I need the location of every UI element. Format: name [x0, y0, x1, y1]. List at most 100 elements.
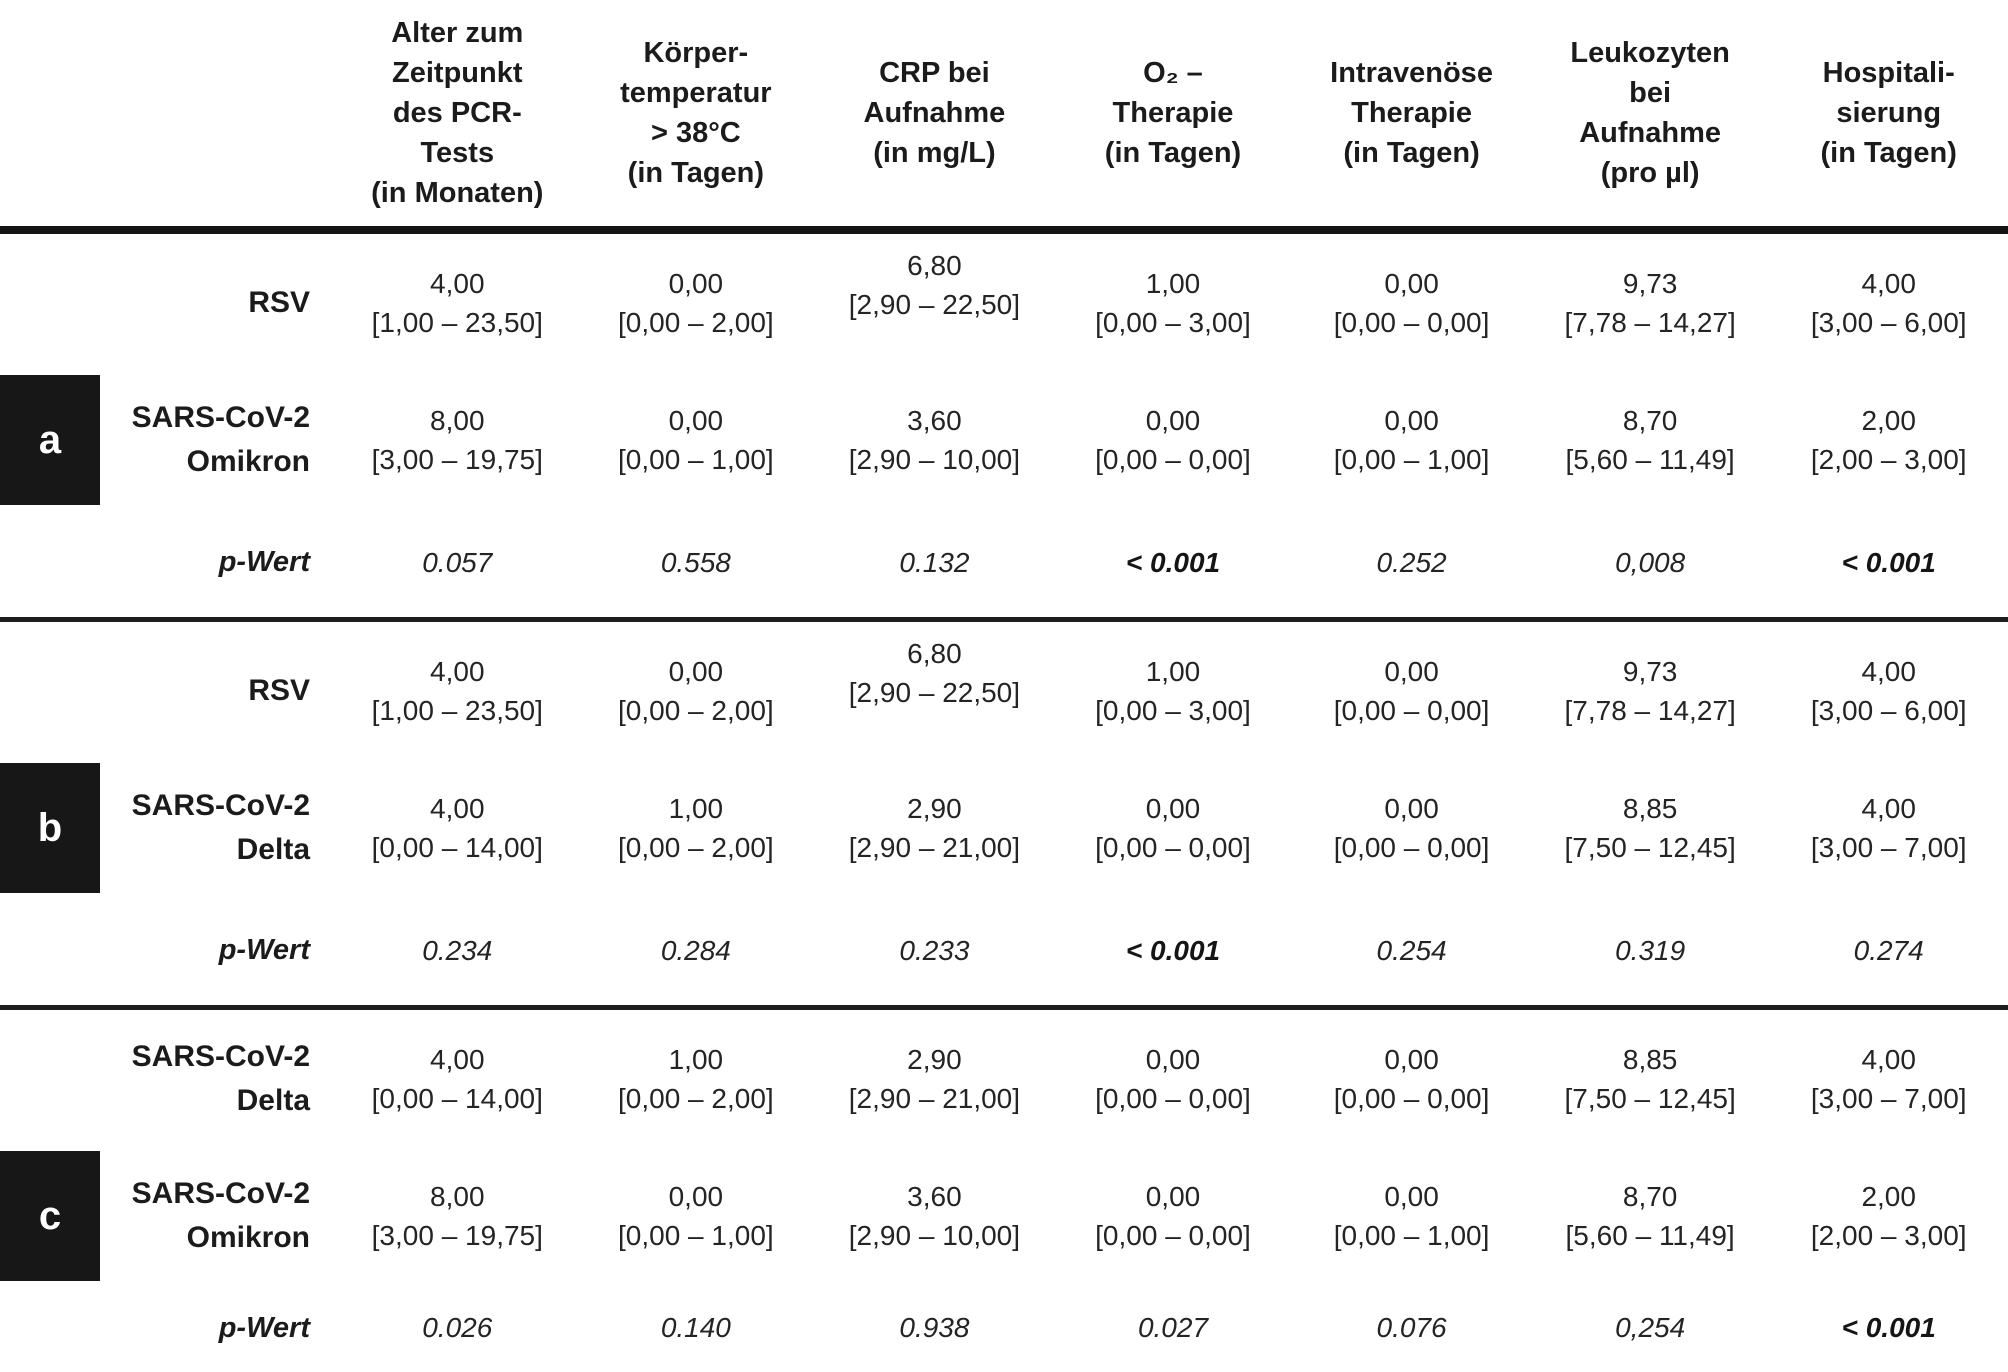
iqr-range: [1,00 – 23,50]: [371, 306, 543, 338]
median-value: 2,00: [1861, 1180, 1916, 1212]
iqr-range: [0,00 – 0,00]: [1095, 831, 1251, 863]
p-value: 0,008: [1615, 546, 1686, 578]
median-value: 0,00: [1384, 792, 1439, 824]
section-a: RSV 4,00 [1,00 – 23,50] 0,00 [0,00 – 2,00] 6,…: [0, 234, 2008, 617]
median-value: 4,00: [430, 1043, 485, 1075]
iqr-range: [3,00 – 6,00]: [1810, 306, 1967, 338]
value-cell: 2,90 [2,90 – 21,00]: [815, 1040, 1054, 1118]
iqr-range: [1,00 – 23,50]: [371, 694, 543, 726]
iqr-range: [0,00 – 14,00]: [371, 831, 543, 863]
value-cell: 8,70 [5,60 – 11,49]: [1531, 1177, 1770, 1255]
value-cell: 4,00 [3,00 – 6,00]: [1769, 264, 2008, 342]
value-cell: 0,00 [0,00 – 1,00]: [577, 401, 816, 479]
header-divider-rule: [0, 226, 2008, 234]
p-value: < 0.001: [1841, 1312, 1936, 1343]
column-header-line: (in Tagen): [1343, 137, 1480, 169]
table-header-row: Alter zum Zeitpunkt des PCR- Tests (in Monat…: [0, 0, 2008, 226]
column-header-line: (in Tagen): [1820, 137, 1957, 169]
column-header-line: Alter zum: [391, 17, 524, 49]
iqr-range: [3,00 – 19,75]: [371, 1219, 543, 1251]
column-header-line: Aufnahme: [1579, 117, 1722, 149]
section-divider-rule: [0, 617, 2008, 622]
median-value: 0,00: [1384, 1180, 1439, 1212]
column-header-line: (in Tagen): [1104, 137, 1242, 169]
column-header-line: Aufnahme: [863, 97, 1006, 129]
value-cell: 4,00 [1,00 – 23,50]: [338, 652, 577, 730]
iqr-range: [3,00 – 6,00]: [1810, 694, 1967, 726]
p-value: < 0.001: [1841, 546, 1936, 578]
value-cell: 8,00 [3,00 – 19,75]: [338, 1177, 577, 1255]
p-value: < 0.001: [1125, 934, 1221, 966]
table-row: b SARS-CoV-2 Delta 4,00 [0,00 – 14,00] 1,00 [0…: [0, 759, 2008, 896]
median-value: 1,00: [668, 792, 724, 824]
section-marker-a: a: [0, 374, 100, 505]
p-value: 0.140: [660, 1312, 731, 1343]
median-value: 0,00: [1384, 267, 1439, 299]
median-value: 1,00: [1145, 655, 1201, 687]
median-value: 8,85: [1622, 1043, 1678, 1075]
median-value: 2,90: [907, 792, 962, 824]
value-cell: 3,60 [2,90 – 10,00]: [815, 1177, 1054, 1255]
iqr-range: [0,00 – 2,00]: [618, 694, 774, 726]
column-header: Leukozyten bei Aufnahme (pro µl): [1531, 33, 1770, 193]
row-label: SARS-CoV-2 Delta: [100, 1035, 338, 1123]
column-header-line: (in Tagen): [627, 157, 765, 189]
iqr-range: [2,90 – 10,00]: [848, 1219, 1021, 1251]
value-cell: 0,00 [0,00 – 2,00]: [577, 652, 816, 730]
value-cell: 4,00 [0,00 – 14,00]: [338, 789, 577, 867]
value-cell: 4,00 [1,00 – 23,50]: [338, 264, 577, 342]
median-value: 4,00: [430, 267, 485, 299]
p-wert-label: p-Wert: [218, 1311, 310, 1344]
median-value: 0,00: [668, 404, 724, 436]
p-value: 0,254: [1615, 1312, 1686, 1343]
median-value: 1,00: [668, 1043, 724, 1075]
value-cell: 2,00 [2,00 – 3,00]: [1769, 1177, 2008, 1255]
median-value: 6,80: [907, 637, 962, 669]
value-cell: 8,00 [3,00 – 19,75]: [338, 401, 577, 479]
value-cell: 4,00 [3,00 – 7,00]: [1769, 1040, 2008, 1118]
iqr-range: [5,60 – 11,49]: [1565, 1219, 1735, 1251]
section-c: SARS-CoV-2 Delta 4,00 [0,00 – 14,00] 1,00 [0,…: [0, 1010, 2008, 1372]
value-cell: 6,80 [2,90 – 22,50]: [815, 634, 1054, 712]
median-value: 4,00: [1861, 655, 1916, 687]
median-value: 0,00: [668, 655, 724, 687]
iqr-range: [7,50 – 12,45]: [1564, 1082, 1736, 1114]
iqr-range: [2,90 – 10,00]: [848, 443, 1021, 475]
value-cell: 0,00 [0,00 – 0,00]: [1292, 789, 1531, 867]
median-value: 0,00: [1384, 404, 1439, 436]
p-value: 0.938: [899, 1312, 970, 1343]
p-value: 0.057: [422, 546, 493, 578]
column-header-line: (in mg/L): [873, 137, 996, 169]
column-header-line: (pro µl): [1600, 157, 1700, 189]
column-header-line: bei: [1629, 77, 1672, 109]
median-value: 8,70: [1622, 1180, 1678, 1212]
column-header-line: Tests: [420, 137, 495, 169]
median-value: 6,80: [907, 249, 962, 281]
value-cell: 0,00 [0,00 – 0,00]: [1054, 401, 1293, 479]
row-label: SARS-CoV-2 Omikron: [100, 396, 338, 484]
median-value: 0,00: [668, 1180, 724, 1212]
column-header-line: > 38°C: [650, 117, 741, 149]
iqr-range: [0,00 – 0,00]: [1095, 1219, 1251, 1251]
median-value: 4,00: [1861, 267, 1916, 299]
marker-cell: b: [0, 759, 100, 896]
median-value: 4,00: [1861, 792, 1916, 824]
table-row: c SARS-CoV-2 Omikron 8,00 [3,00 – 19,75] 0,00…: [0, 1147, 2008, 1284]
median-value: 1,00: [1145, 267, 1201, 299]
iqr-range: [2,90 – 22,50]: [848, 676, 1021, 708]
value-cell: 9,73 [7,78 – 14,27]: [1531, 264, 1770, 342]
iqr-range: [2,00 – 3,00]: [1810, 1219, 1967, 1251]
median-value: 8,85: [1622, 792, 1678, 824]
p-wert-label: p-Wert: [218, 546, 310, 578]
value-cell: 3,60 [2,90 – 10,00]: [815, 401, 1054, 479]
row-label-line: RSV: [248, 285, 310, 319]
iqr-range: [0,00 – 14,00]: [371, 1082, 543, 1114]
median-value: 8,70: [1622, 404, 1678, 436]
median-value: 0,00: [1384, 655, 1439, 687]
value-cell: 0,00 [0,00 – 0,00]: [1054, 1040, 1293, 1118]
median-value: 8,00: [430, 1180, 485, 1212]
column-header-line: Hospitali-: [1822, 57, 1955, 89]
column-header-line: sierung: [1836, 97, 1942, 129]
value-cell: 6,80 [2,90 – 22,50]: [815, 246, 1054, 324]
